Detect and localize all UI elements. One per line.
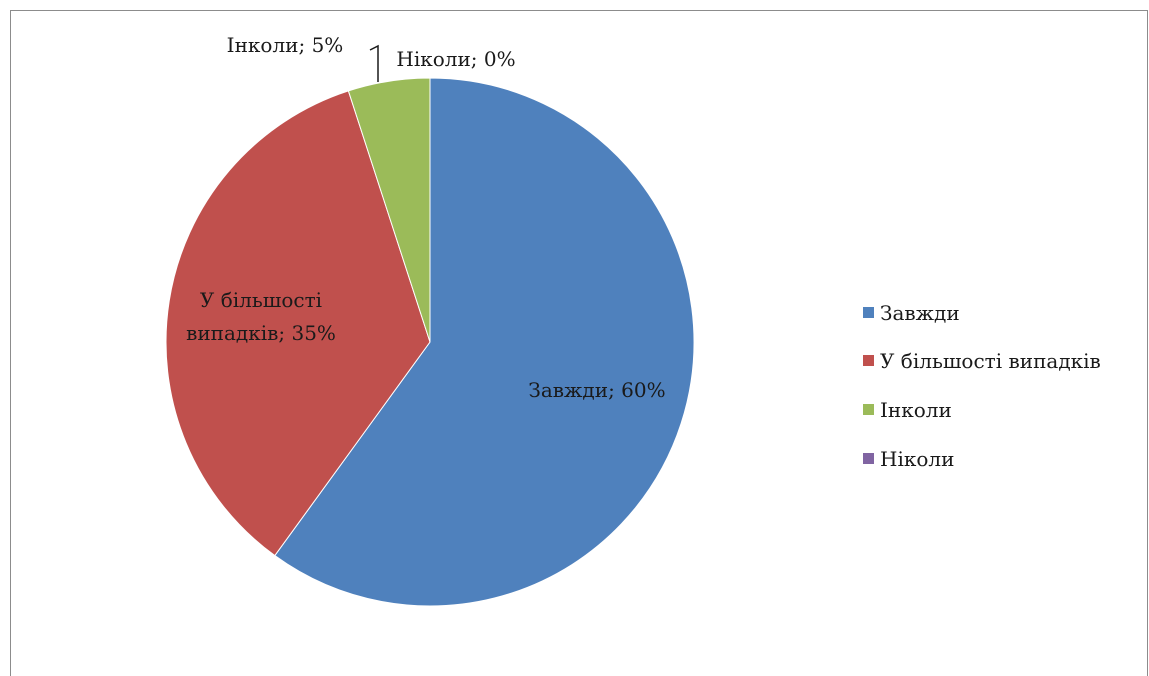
legend-swatch-mostly xyxy=(863,355,874,366)
legend-swatch-always xyxy=(863,307,874,318)
data-label-mostly-line2: випадків; 35% xyxy=(186,321,336,345)
data-label-mostly-line1: У більшості xyxy=(200,288,322,312)
data-label-never: Ніколи; 0% xyxy=(396,47,515,71)
legend-label-never: Ніколи xyxy=(880,447,954,471)
data-label-always: Завжди; 60% xyxy=(528,378,665,402)
pie-slices xyxy=(165,77,695,607)
legend-label-always: Завжди xyxy=(880,301,960,325)
legend-label-mostly: У більшості випадків xyxy=(880,349,1101,373)
legend: Завжди У більшості випадків Інколи Нікол… xyxy=(863,301,1101,471)
legend-swatch-never xyxy=(863,453,874,464)
chart-frame xyxy=(10,10,1148,676)
leader-lines xyxy=(369,44,379,82)
slice-sometimes xyxy=(347,77,431,343)
slice-mostly xyxy=(165,90,431,557)
legend-swatch-sometimes xyxy=(863,404,874,415)
legend-label-sometimes: Інколи xyxy=(880,398,952,422)
data-label-sometimes: Інколи; 5% xyxy=(227,33,344,57)
slice-always xyxy=(274,77,695,607)
leader-line-sometimes xyxy=(369,44,379,82)
